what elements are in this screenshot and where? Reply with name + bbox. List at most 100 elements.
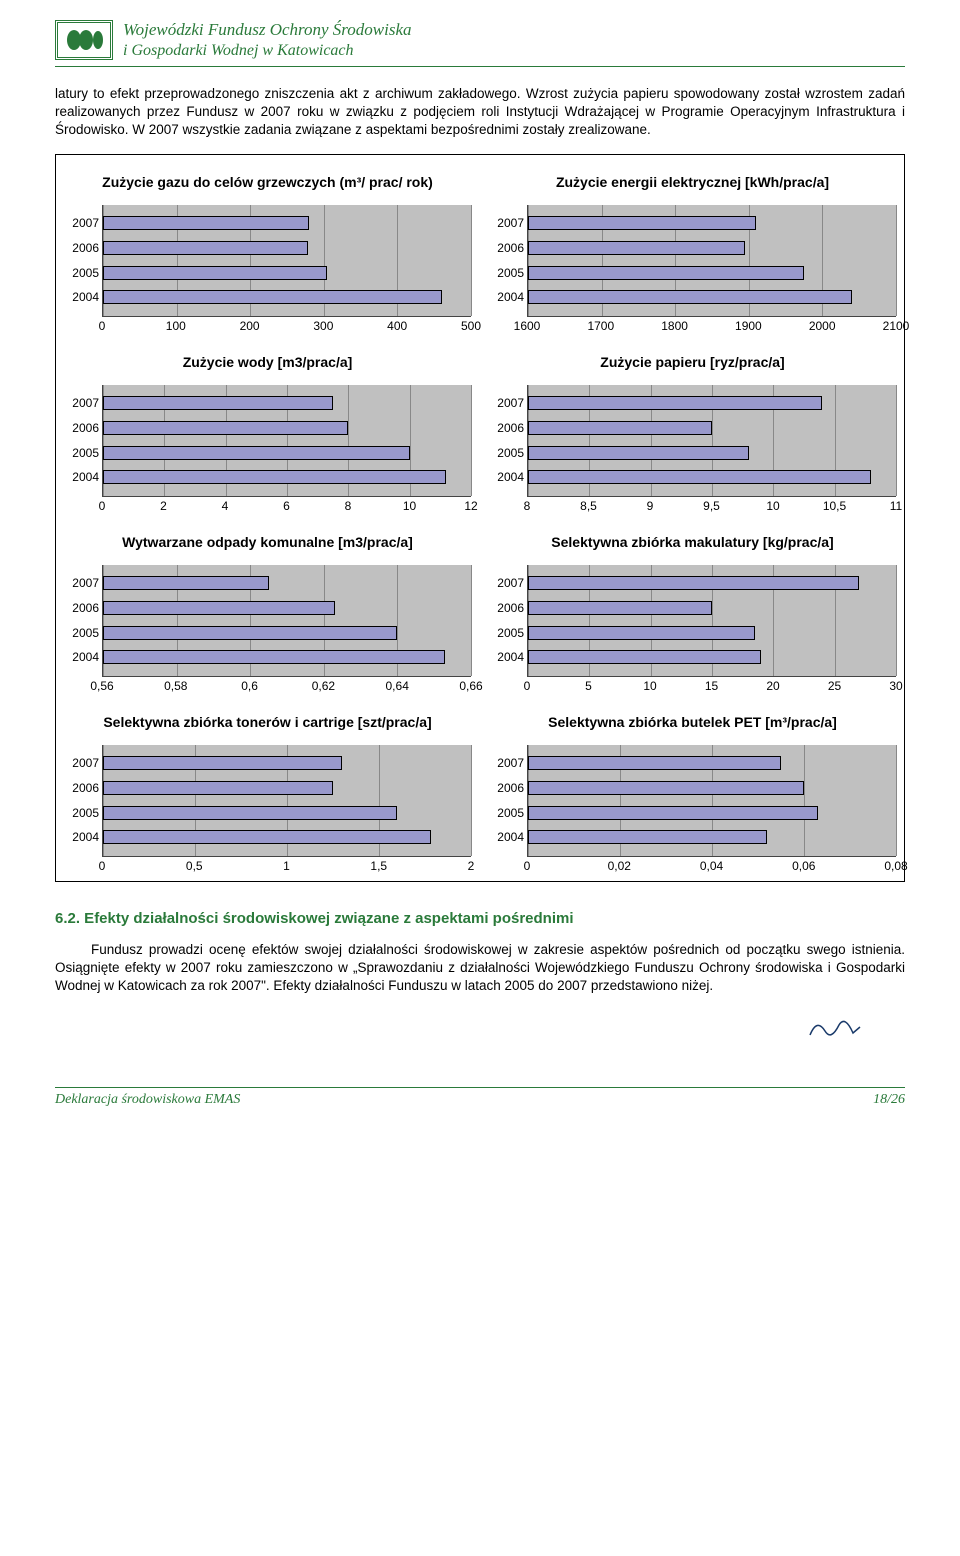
bar-category-label: 2005 bbox=[490, 446, 524, 460]
bar-category-label: 2006 bbox=[490, 601, 524, 615]
bar-category-label: 2007 bbox=[65, 576, 99, 590]
bar bbox=[103, 781, 333, 795]
x-axis: 00,511,52 bbox=[102, 857, 471, 875]
bar-row: 2005 bbox=[528, 804, 896, 822]
bar-row: 2007 bbox=[103, 394, 471, 412]
bar bbox=[103, 216, 309, 230]
chart-title: Zużycie papieru [ryz/prac/a] bbox=[489, 345, 896, 381]
chart: Zużycie gazu do celów grzewczych (m³/ pr… bbox=[64, 165, 471, 335]
plot-area: 2007200620052004 bbox=[102, 205, 471, 317]
bar-row: 2006 bbox=[528, 239, 896, 257]
bar-category-label: 2004 bbox=[490, 470, 524, 484]
bar-category-label: 2007 bbox=[65, 216, 99, 230]
x-tick-label: 0,58 bbox=[164, 679, 187, 693]
x-tick-label: 0 bbox=[99, 859, 106, 873]
bar-row: 2006 bbox=[103, 779, 471, 797]
bar-category-label: 2004 bbox=[65, 830, 99, 844]
x-tick-label: 1800 bbox=[661, 319, 688, 333]
bar-row: 2006 bbox=[528, 599, 896, 617]
x-tick-label: 1700 bbox=[587, 319, 614, 333]
x-tick-label: 15 bbox=[705, 679, 718, 693]
chart: Selektywna zbiórka butelek PET [m³/prac/… bbox=[489, 705, 896, 875]
bar-category-label: 2004 bbox=[490, 290, 524, 304]
bar-row: 2004 bbox=[528, 648, 896, 666]
page-footer: Deklaracja środowiskowa EMAS 18/26 bbox=[55, 1087, 905, 1108]
x-axis: 160017001800190020002100 bbox=[527, 317, 896, 335]
bar-row: 2007 bbox=[103, 574, 471, 592]
x-tick-label: 2100 bbox=[883, 319, 910, 333]
bar-category-label: 2006 bbox=[65, 601, 99, 615]
x-tick-label: 0,5 bbox=[186, 859, 203, 873]
bar bbox=[528, 216, 756, 230]
bar-row: 2004 bbox=[103, 828, 471, 846]
x-tick-label: 5 bbox=[585, 679, 592, 693]
bar bbox=[528, 601, 712, 615]
x-tick-label: 20 bbox=[766, 679, 779, 693]
chart: Wytwarzane odpady komunalne [m3/prac/a] 2… bbox=[64, 525, 471, 695]
bar-category-label: 2005 bbox=[490, 626, 524, 640]
x-axis: 0100200300400500 bbox=[102, 317, 471, 335]
x-tick-label: 0,64 bbox=[386, 679, 409, 693]
bar-category-label: 2007 bbox=[65, 756, 99, 770]
x-tick-label: 0,04 bbox=[700, 859, 723, 873]
bar bbox=[103, 290, 442, 304]
bar-row: 2004 bbox=[103, 288, 471, 306]
bar bbox=[528, 266, 804, 280]
x-tick-label: 0,66 bbox=[459, 679, 482, 693]
bar bbox=[528, 781, 804, 795]
x-tick-label: 10 bbox=[766, 499, 779, 513]
bar-category-label: 2004 bbox=[490, 830, 524, 844]
x-tick-label: 9 bbox=[647, 499, 654, 513]
chart-title: Selektywna zbiórka butelek PET [m³/prac/… bbox=[489, 705, 896, 741]
bar bbox=[103, 241, 308, 255]
bar bbox=[528, 446, 749, 460]
chart: Selektywna zbiórka makulatury [kg/prac/a… bbox=[489, 525, 896, 695]
x-axis: 88,599,51010,511 bbox=[527, 497, 896, 515]
bar-category-label: 2004 bbox=[65, 470, 99, 484]
chart-title: Wytwarzane odpady komunalne [m3/prac/a] bbox=[64, 525, 471, 561]
footer-left: Deklaracja środowiskowa EMAS bbox=[55, 1092, 240, 1108]
bar-category-label: 2005 bbox=[65, 266, 99, 280]
bar-row: 2007 bbox=[528, 394, 896, 412]
chart: Selektywna zbiórka tonerów i cartrige [s… bbox=[64, 705, 471, 875]
x-tick-label: 2 bbox=[468, 859, 475, 873]
bar-category-label: 2007 bbox=[490, 576, 524, 590]
x-axis: 00,020,040,060,08 bbox=[527, 857, 896, 875]
plot-area: 2007200620052004 bbox=[527, 205, 896, 317]
x-tick-label: 10,5 bbox=[823, 499, 846, 513]
bar-category-label: 2005 bbox=[490, 806, 524, 820]
bar-row: 2007 bbox=[528, 574, 896, 592]
bar-category-label: 2007 bbox=[490, 396, 524, 410]
bar-category-label: 2007 bbox=[65, 396, 99, 410]
chart-title: Selektywna zbiórka makulatury [kg/prac/a… bbox=[489, 525, 896, 561]
bar-category-label: 2006 bbox=[490, 421, 524, 435]
x-tick-label: 25 bbox=[828, 679, 841, 693]
bar-row: 2005 bbox=[528, 624, 896, 642]
x-tick-label: 0,06 bbox=[792, 859, 815, 873]
page-header: Wojewódzki Fundusz Ochrony Środowiska i … bbox=[55, 20, 905, 67]
bar-category-label: 2006 bbox=[490, 781, 524, 795]
chart-title: Zużycie wody [m3/prac/a] bbox=[64, 345, 471, 381]
bar-row: 2004 bbox=[528, 828, 896, 846]
x-tick-label: 2000 bbox=[809, 319, 836, 333]
signature bbox=[55, 1013, 905, 1047]
bar bbox=[528, 830, 767, 844]
x-tick-label: 6 bbox=[283, 499, 290, 513]
bar bbox=[103, 446, 410, 460]
bar-category-label: 2007 bbox=[490, 216, 524, 230]
bar bbox=[528, 650, 761, 664]
x-tick-label: 4 bbox=[222, 499, 229, 513]
bar bbox=[103, 626, 397, 640]
x-tick-label: 0,02 bbox=[608, 859, 631, 873]
plot-area: 2007200620052004 bbox=[527, 385, 896, 497]
bar-row: 2007 bbox=[103, 214, 471, 232]
bar-row: 2005 bbox=[103, 624, 471, 642]
x-tick-label: 1900 bbox=[735, 319, 762, 333]
org-title: Wojewódzki Fundusz Ochrony Środowiska i … bbox=[123, 20, 412, 60]
x-tick-label: 0 bbox=[99, 499, 106, 513]
x-tick-label: 200 bbox=[240, 319, 260, 333]
bar bbox=[103, 266, 327, 280]
chart-title: Zużycie gazu do celów grzewczych (m³/ pr… bbox=[64, 165, 471, 201]
x-tick-label: 8,5 bbox=[580, 499, 597, 513]
bar bbox=[528, 626, 755, 640]
